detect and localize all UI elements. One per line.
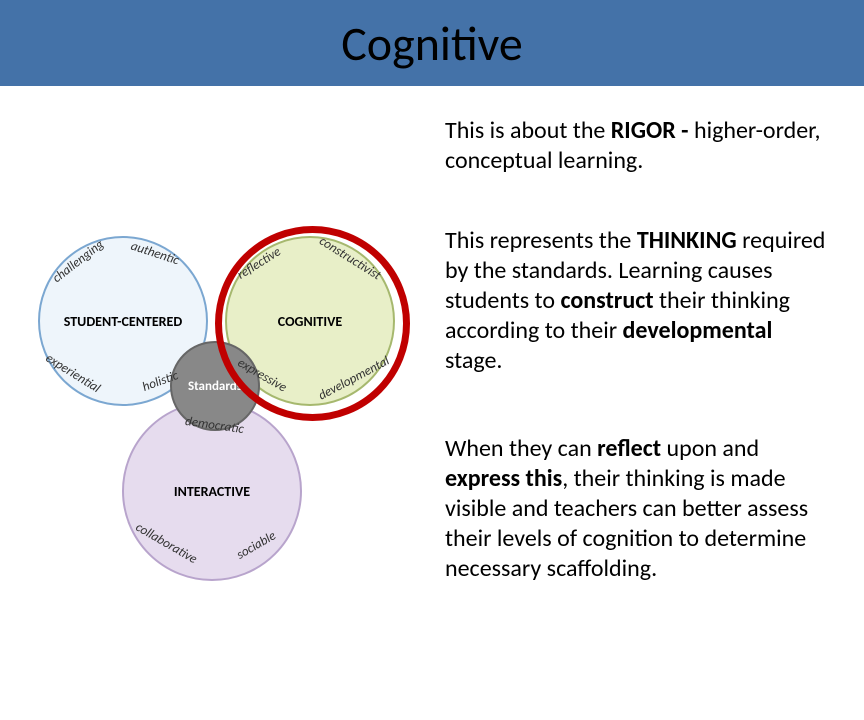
- circle-student-centered-label: STUDENT-CENTERED: [64, 313, 182, 330]
- paragraph-2: This represents the THINKING required by…: [445, 226, 834, 376]
- cognitive-highlight-ring: [215, 226, 410, 421]
- content-area: This is about the RIGOR - higher-order, …: [0, 86, 864, 720]
- paragraph-3: When they can reflect upon and express t…: [445, 434, 834, 584]
- paragraph-1: This is about the RIGOR - higher-order, …: [445, 116, 834, 176]
- venn-diagram: INTERACTIVE STUDENT-CENTERED COGNITIVE S…: [20, 226, 440, 626]
- header-bar: Cognitive: [0, 0, 864, 86]
- page-title: Cognitive: [341, 14, 523, 73]
- circle-interactive-label: INTERACTIVE: [174, 483, 250, 500]
